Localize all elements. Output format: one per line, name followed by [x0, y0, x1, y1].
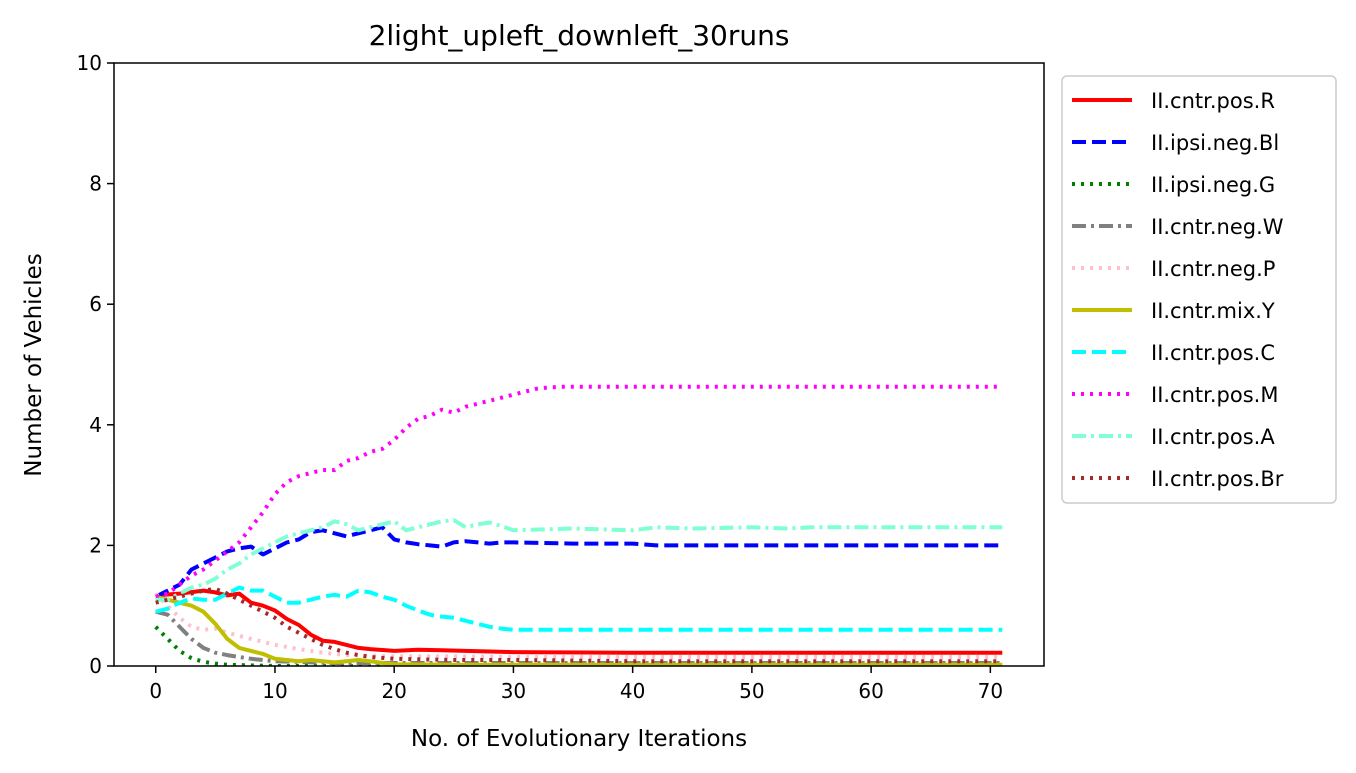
x-axis-label: No. of Evolutionary Iterations: [411, 726, 747, 752]
x-tick-label: 20: [381, 679, 406, 703]
legend-label-7: II.cntr.pos.C: [1151, 341, 1275, 365]
y-tick-label: 0: [89, 654, 102, 678]
x-tick-label: 70: [978, 679, 1003, 703]
y-tick-label: 2: [89, 533, 102, 557]
legend-label-1: II.cntr.pos.R: [1151, 89, 1275, 113]
legend-label-8: II.cntr.pos.M: [1151, 383, 1278, 407]
series-line-2: [154, 525, 1003, 599]
x-tick-label: 30: [501, 679, 526, 703]
chart-title: 2light_upleft_downleft_30runs: [369, 19, 790, 52]
y-tick-label: 6: [89, 292, 102, 316]
y-tick-label: 4: [89, 413, 102, 437]
legend-label-3: II.ipsi.neg.G: [1151, 173, 1275, 197]
series-line-4: [155, 609, 1003, 665]
legend-label-10: II.cntr.pos.Br: [1151, 467, 1284, 491]
legend-frame: [1061, 75, 1337, 504]
y-axis-label: Number of Vehicles: [21, 253, 47, 476]
legend: II.cntr.pos.R II.ipsi.neg.Bl II.ipsi.neg.G…: [1061, 75, 1337, 504]
series-line-9: [155, 518, 1003, 602]
y-tick-label: 8: [89, 172, 102, 196]
series-layer: [154, 384, 1003, 666]
legend-label-4: II.cntr.neg.W: [1151, 215, 1284, 239]
series-line-1: [155, 588, 1003, 655]
legend-label-6: II.cntr.mix.Y: [1151, 299, 1275, 323]
legend-label-9: II.cntr.pos.A: [1151, 425, 1275, 449]
series-line-5: [154, 592, 1003, 659]
y-axis-ticks: 0 2 4 6 8 10: [77, 51, 114, 678]
series-line-6: [155, 594, 1003, 666]
x-tick-label: 60: [858, 679, 883, 703]
series-line-10: [155, 586, 1003, 664]
plot-area-frame: [113, 62, 1045, 667]
legend-label-2: II.ipsi.neg.Bl: [1151, 131, 1279, 155]
x-tick-label: 50: [739, 679, 764, 703]
x-tick-label: 0: [149, 679, 162, 703]
y-tick-label: 10: [77, 51, 102, 75]
x-tick-label: 40: [620, 679, 645, 703]
x-axis-ticks: 0 10 20 30 40 50 60 70: [149, 666, 1003, 703]
x-tick-label: 10: [262, 679, 287, 703]
legend-label-5: II.cntr.neg.P: [1151, 257, 1275, 281]
